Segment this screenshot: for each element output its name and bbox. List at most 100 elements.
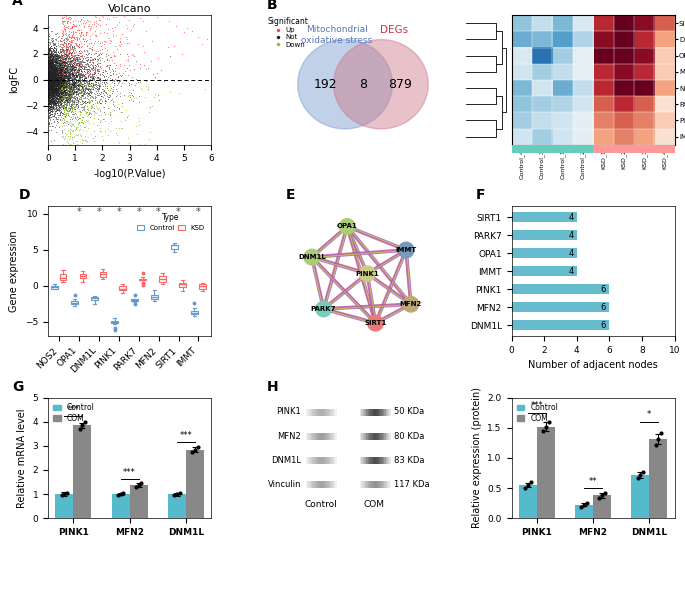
Point [67, 98, 78, 108]
Point [71, 80, 82, 90]
Point [45, 103, 56, 113]
Point [59, 70, 70, 80]
Point [49, 95, 60, 105]
Point [70, 55, 81, 65]
Point [69, 74, 80, 84]
Point [58, 66, 68, 76]
Point [73, 97, 84, 107]
Point [49, 59, 60, 69]
Point [84, 70, 95, 80]
Point [58, 70, 69, 80]
Point [46, 78, 57, 88]
Point [60, 82, 71, 92]
Point [61, 49, 72, 59]
Point [42, 58, 53, 68]
Point [74, 48, 85, 57]
Point [66, 79, 77, 89]
Point [47, 104, 58, 114]
Point [47, 72, 58, 82]
Point [49, 80, 60, 90]
Point [92, 54, 103, 64]
Point [82, 14, 92, 24]
Point [52, 97, 63, 106]
Point [44, 58, 55, 68]
Point [62, 66, 73, 76]
Point [71, 71, 82, 81]
Point [75, 48, 86, 57]
Point [43, 82, 54, 92]
Point [47, 83, 58, 93]
Point [50, 76, 61, 85]
Point [52, 85, 63, 95]
Point [68, 67, 79, 77]
Point [43, 74, 54, 83]
Point [49, 77, 60, 87]
Point [45, 80, 56, 90]
Point [45, 67, 56, 77]
Point [53, 76, 64, 86]
Point [53, 50, 64, 60]
Point [45, 86, 56, 95]
Point [55, 92, 66, 102]
Point [50, 80, 61, 89]
Point [74, 75, 85, 85]
Point [49, 69, 60, 79]
Point [71, 140, 82, 149]
Point [46, 70, 57, 80]
Point [127, 22, 138, 31]
Point [53, 81, 64, 91]
Point [66, 66, 77, 76]
Point [81, 36, 92, 46]
Point [65, 69, 76, 79]
Point [42, 76, 53, 85]
Point [50, 69, 61, 79]
Point [45, 63, 56, 72]
Point [64, 70, 75, 80]
Point [49, 60, 60, 69]
Point [51, 98, 62, 108]
Point [66, 101, 77, 111]
Point [47, 50, 58, 60]
Point [58, 72, 68, 82]
Point [71, 31, 82, 41]
Point [49, 89, 60, 98]
Point [136, 85, 147, 95]
Point [45, 78, 55, 88]
Point [43, 76, 54, 85]
Point [73, 71, 84, 80]
Point [75, 71, 86, 81]
Point [66, 76, 77, 85]
Point [43, 79, 54, 89]
Point [48, 89, 59, 99]
Point [60, 63, 71, 72]
Point [52, 84, 63, 94]
Point [73, 125, 84, 135]
Point [47, 75, 58, 85]
Point [62, 92, 73, 102]
Point [52, 71, 63, 81]
Point [45, 42, 56, 52]
Point [47, 74, 58, 84]
Point [77, 72, 88, 82]
Point [67, 50, 78, 60]
Point [46, 54, 57, 64]
Point [45, 98, 55, 108]
Point [77, 95, 88, 105]
Point [58, 63, 69, 73]
Point [98, 71, 109, 80]
Point [51, 51, 62, 61]
Point [90, 54, 101, 63]
Point [53, 90, 64, 100]
Point [55, 63, 66, 72]
Point [60, 64, 71, 74]
Text: ***: *** [123, 468, 136, 477]
Point [59, 79, 70, 89]
Point [45, 76, 55, 85]
Point [52, 69, 63, 79]
Point [75, 31, 86, 40]
Point [95, 95, 105, 105]
Point [72, 56, 83, 65]
Point [43, 100, 54, 110]
Point [105, 85, 116, 95]
Point [49, 54, 60, 63]
